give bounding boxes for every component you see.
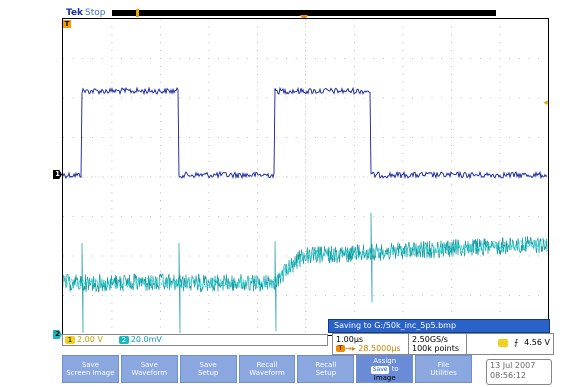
ch2-scale: 20.0mV: [130, 335, 162, 344]
date-time-display: 13 Jul 2007 08:56:12: [486, 359, 552, 385]
ch2-waveform: [62, 212, 548, 334]
timebase-value: 1.00µs: [336, 335, 364, 344]
recall-setup-button[interactable]: Recall Setup: [297, 355, 355, 383]
assign-save-button[interactable]: Assign Save to Image: [356, 355, 414, 383]
button-label-line2: Utilities: [430, 369, 457, 377]
save-key-icon: Save: [370, 365, 390, 374]
save-setup-button[interactable]: Save Setup: [179, 355, 237, 383]
button-label-line2: Screen Image: [66, 369, 115, 377]
button-label-line2: Waveform: [249, 369, 285, 377]
button-label-line1: Recall: [256, 361, 278, 369]
trigger-source-icon: [498, 338, 508, 347]
button-label-line1: Assign: [373, 356, 397, 365]
button-label-line1: Save: [199, 361, 217, 369]
waveform-graticule: [62, 18, 549, 336]
button-label-line1: File: [437, 361, 450, 369]
ch2-badge[interactable]: 2: [118, 336, 129, 344]
trigger-readout[interactable]: ⨍ 4.56 V: [466, 333, 554, 355]
bottom-menu: Save Screen Image Save Waveform Save Setup …: [62, 355, 474, 383]
button-label-line1: Save: [81, 361, 100, 369]
waveform-plot: [62, 18, 549, 336]
button-label-line3: Image: [373, 373, 396, 382]
ch2-ground-marker[interactable]: 2: [53, 330, 62, 339]
acquisition-state: Stop: [85, 8, 106, 18]
sample-rate-value: 2.50GS/s: [412, 335, 448, 344]
trigger-level-value: 4.56 V: [524, 338, 550, 347]
record-window-bracket: [136, 9, 139, 17]
trigger-marker-icon[interactable]: T: [63, 20, 71, 28]
button-label-line1: Save: [140, 361, 158, 369]
date-text: 13 Jul 2007: [490, 361, 536, 370]
horizontal-readout[interactable]: 1.00µs T →▸ 28.5000µs: [332, 333, 411, 355]
ch1-waveform: [62, 86, 548, 180]
button-label-line2: Setup: [315, 369, 337, 377]
brand-status: Tek Stop: [66, 8, 106, 18]
button-label-line2: to: [391, 364, 399, 373]
trigger-delay-icon: T: [336, 345, 345, 352]
save-screen-image-button[interactable]: Save Screen Image: [62, 355, 119, 383]
recall-waveform-button[interactable]: Recall Waveform: [238, 355, 296, 383]
time-text: 08:56:12: [490, 371, 526, 380]
button-label-line2: Setup: [197, 369, 219, 377]
file-utilities-button[interactable]: File Utilities: [415, 355, 473, 383]
save-waveform-button[interactable]: Save Waveform: [120, 355, 178, 383]
ch2-waveform-highlight: [62, 238, 548, 289]
acquisition-readout[interactable]: 2.50GS/s 100k points: [408, 333, 472, 355]
graticule-lines: [63, 18, 549, 336]
brand-logo: Tek: [66, 8, 84, 18]
record-length-value: 100k points: [412, 344, 460, 353]
save-status-message: Saving to G:/50k_inc_5p5.bmp: [328, 319, 550, 333]
ch1-scale: 2.00 V: [77, 335, 103, 344]
trigger-level-marker-icon[interactable]: ◂: [543, 98, 548, 108]
rising-edge-icon: ⨍: [514, 338, 519, 347]
button-label-line2: Waveform: [131, 369, 168, 377]
button-label-line1: Recall: [315, 361, 337, 369]
trigger-position-value: →▸ 28.5000µs: [345, 344, 401, 353]
ch1-ground-marker[interactable]: 1: [53, 170, 62, 179]
channel-status-bar: 1 2.00 V 2 20.0mV: [62, 334, 328, 346]
ch1-badge[interactable]: 1: [65, 336, 75, 344]
record-view-bar[interactable]: [112, 9, 496, 17]
